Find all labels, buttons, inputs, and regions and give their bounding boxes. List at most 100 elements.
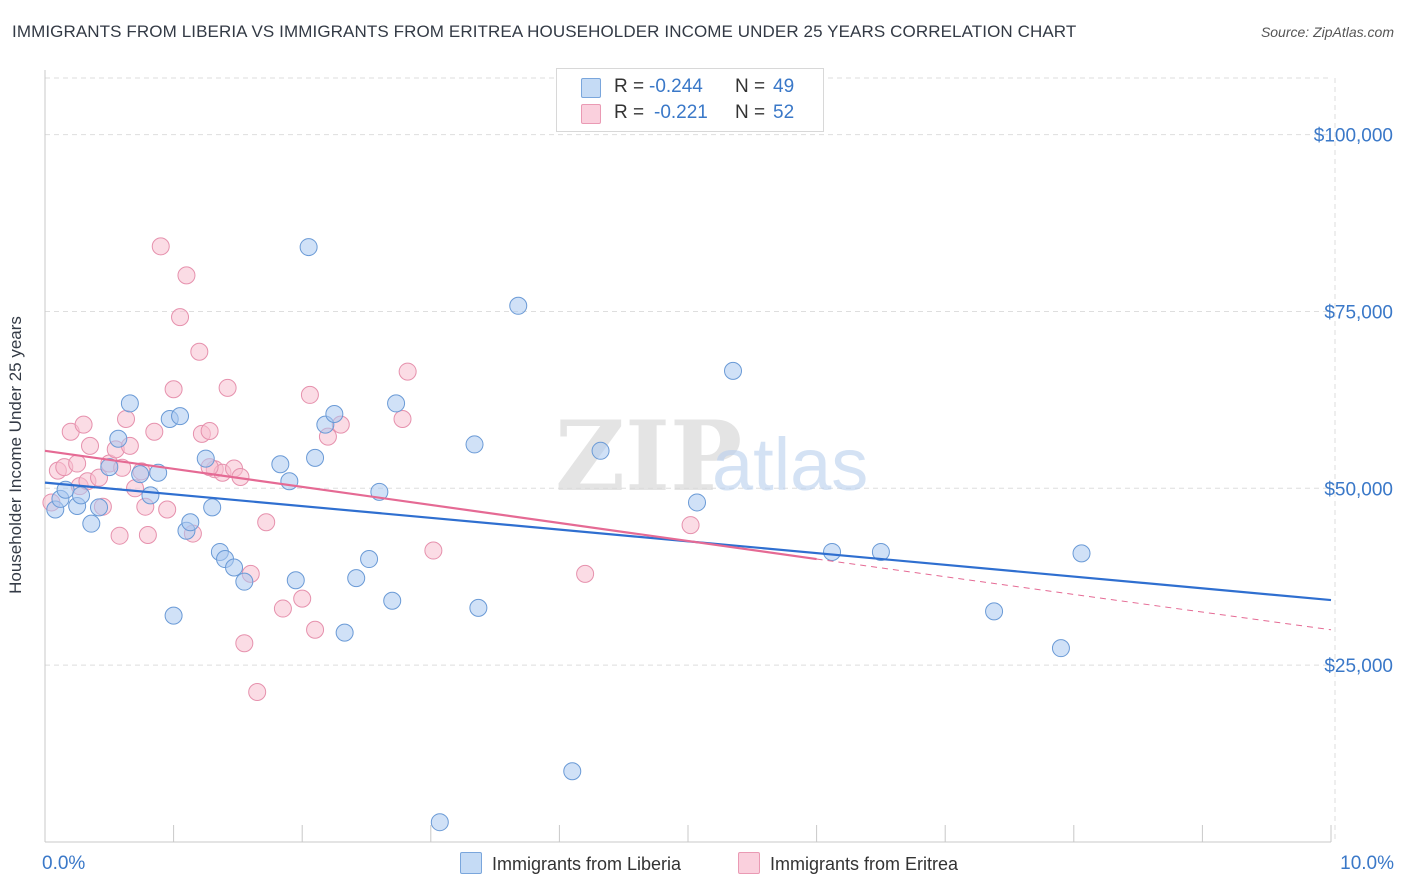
liberia-point [823,542,842,561]
eritrea-point [164,380,183,399]
liberia-point [591,441,610,460]
y-axis-label: Householder Income Under 25 years [6,316,25,594]
eritrea-point [177,266,196,285]
eritrea-point [257,513,276,532]
eritrea-point [235,634,254,653]
eritrea-trend-line [44,449,817,561]
x-tick-label: 0.0% [42,853,85,874]
liberia-point [325,405,344,424]
eritrea-point [200,421,219,440]
liberia-point [235,572,254,591]
liberia-point [225,558,244,577]
eritrea-point [110,526,129,545]
correlation-legend: R = -0.244 N = 49 R = -0.221 N = 52 [556,68,824,132]
liberia-point [1072,544,1091,563]
eritrea-point [576,564,595,583]
eritrea-point [393,409,412,428]
watermark-zip: ZIP [555,400,742,513]
liberia-point [724,361,743,380]
liberia-point [985,602,1004,621]
bottom-legend-liberia: Immigrants from Liberia [460,852,681,875]
eritrea-point [306,620,325,639]
liberia-point [271,455,290,474]
liberia-point [72,486,91,505]
liberia-point [203,498,222,517]
bottom-liberia-label: Immigrants from Liberia [492,854,682,874]
eritrea-point [190,342,209,361]
liberia-point [688,493,707,512]
liberia-point [196,449,215,468]
liberia-point [335,623,354,642]
legend-r-label: R = [614,102,645,123]
liberia-point [469,598,488,617]
liberia-point [131,465,150,484]
legend-row-eritrea: R = -0.221 N = 52 [557,101,823,127]
liberia-point [82,514,101,533]
eritrea-point [171,308,190,327]
liberia-point [109,429,128,448]
bottom-legend-eritrea: Immigrants from Eritrea [738,852,958,875]
eritrea-point [138,525,157,544]
liberia-point [387,394,406,413]
bottom-liberia-swatch [460,852,482,874]
liberia-point [383,591,402,610]
eritrea-point [68,454,87,473]
liberia-point [509,296,528,315]
liberia-point [141,486,160,505]
source-label: Source: ZipAtlas.com [1260,24,1394,40]
legend-r-label: R = [614,76,645,97]
liberia-point [871,542,890,561]
legend-n-label: N = [735,102,766,123]
liberia-point [286,571,305,590]
eritrea-point [248,683,267,702]
watermark-atlas: atlas [712,423,868,506]
legend-n-value-eritrea: 52 [773,102,795,123]
y-tick-label: $75,000 [1324,302,1393,323]
eritrea-swatch [581,104,601,124]
y-tick-label: $25,000 [1324,656,1393,677]
eritrea-point [293,589,312,608]
eritrea-point [681,516,700,535]
eritrea-point [273,599,292,618]
liberia-point [149,463,168,482]
eritrea-point [424,541,443,560]
liberia-point [90,498,109,517]
liberia-point [164,606,183,625]
eritrea-trend-extension [816,558,1332,631]
x-tick-label: 10.0% [1340,853,1394,874]
liberia-point [181,513,200,532]
eritrea-point [151,237,170,256]
liberia-point [563,762,582,781]
liberia-point [299,238,318,257]
eritrea-point [218,378,237,397]
bottom-eritrea-swatch [738,852,760,874]
liberia-point [1051,639,1070,658]
liberia-point [100,458,119,477]
legend-n-label: N = [735,76,766,97]
legend-r-value-eritrea: -0.221 [654,102,708,123]
liberia-swatch [581,78,601,98]
legend-r-value-liberia: -0.244 [649,76,703,97]
liberia-point [360,550,379,569]
liberia-point [306,448,325,467]
eritrea-point [158,500,177,519]
bottom-eritrea-label: Immigrants from Eritrea [770,854,959,874]
y-axis-label-wrap: Householder Income Under 25 years [6,316,26,594]
liberia-point [120,394,139,413]
liberia-point [347,569,366,588]
y-tick-label: $100,000 [1314,126,1393,147]
eritrea-point [81,436,100,455]
eritrea-point [398,362,417,381]
liberia-point [280,472,299,491]
legend-row-liberia: R = -0.244 N = 49 [557,75,823,101]
eritrea-point [300,385,319,404]
legend-n-value-liberia: 49 [773,76,795,97]
chart-title: IMMIGRANTS FROM LIBERIA VS IMMIGRANTS FR… [12,22,1077,41]
liberia-point [171,407,190,426]
eritrea-point [117,409,136,428]
eritrea-point [145,422,164,441]
eritrea-point [74,415,93,434]
y-tick-label: $50,000 [1324,479,1393,500]
liberia-point [430,813,449,832]
